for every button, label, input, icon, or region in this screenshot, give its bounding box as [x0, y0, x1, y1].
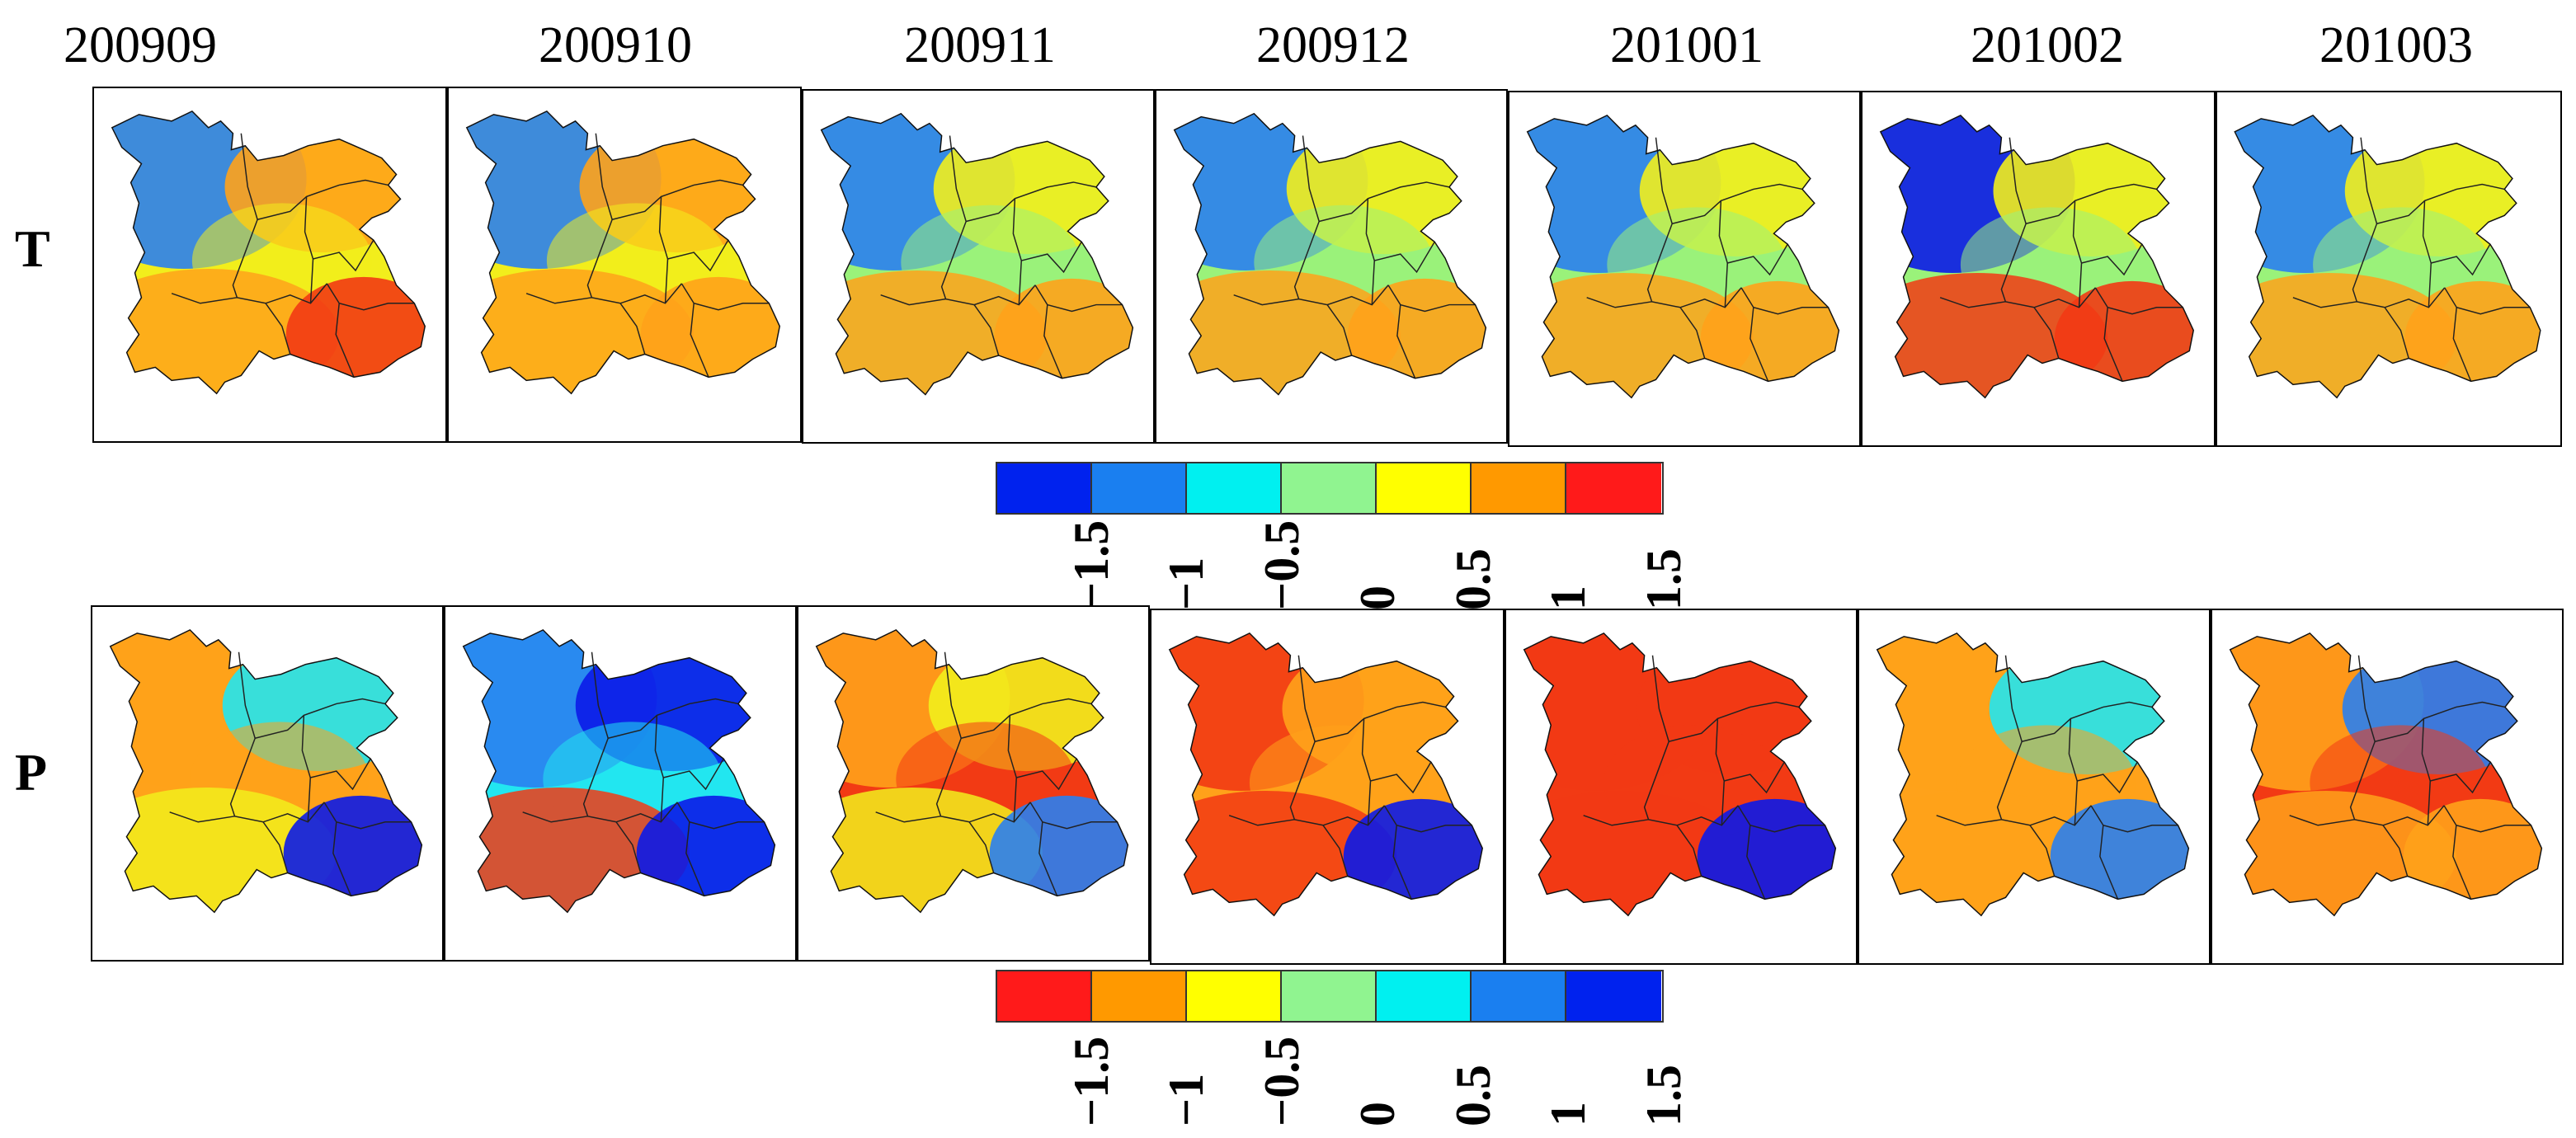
column-label-5: 201001 [1610, 17, 1764, 73]
column-label-4: 200912 [1256, 17, 1410, 73]
colorbar-swatch [1282, 971, 1377, 1021]
region-map [815, 628, 1129, 914]
colorbar-tick-label: 1 [1541, 1102, 1596, 1126]
region-map [1168, 632, 1484, 917]
map-p-201002 [1858, 609, 2211, 965]
colorbar-tick-label: 1.5 [1636, 1065, 1691, 1126]
colorbar-tick-label: −0.5 [1255, 520, 1310, 610]
column-label-6: 201002 [1971, 17, 2124, 73]
colorbar-swatch [1377, 971, 1472, 1021]
colorbar-swatch [1377, 463, 1472, 513]
region-map [1173, 112, 1487, 396]
column-label-7: 201003 [2319, 17, 2473, 73]
colorbar-tick-label: 0 [1349, 1102, 1405, 1126]
colorbar-swatch [1187, 463, 1282, 513]
map-t-200909 [92, 87, 447, 443]
colorbar-tick-label: −1 [1159, 557, 1214, 610]
region-map [820, 112, 1134, 396]
map-p-200910 [444, 605, 797, 962]
colorbar-p [996, 970, 1664, 1023]
colorbar-tick-label: 0.5 [1445, 548, 1500, 610]
region-map [1879, 114, 2195, 399]
colorbar-tick-label: 1 [1541, 585, 1596, 610]
region-map [111, 110, 426, 395]
map-t-201002 [1861, 91, 2216, 447]
region-map [1876, 632, 2190, 917]
colorbar-swatch [1472, 463, 1566, 513]
colorbar-swatch [1472, 971, 1566, 1021]
region-map [109, 628, 423, 914]
region-map [2229, 632, 2543, 917]
map-t-200911 [802, 89, 1155, 444]
region-map [465, 110, 781, 395]
region-map [462, 628, 776, 914]
map-p-200909 [91, 605, 444, 962]
colorbar-tick-label: −1.5 [1063, 520, 1118, 610]
colorbar-tick-label: −1.5 [1063, 1036, 1118, 1126]
map-t-200912 [1155, 89, 1508, 444]
colorbar-swatch [1282, 463, 1377, 513]
map-t-200910 [447, 87, 802, 443]
colorbar-tick-label: 1.5 [1636, 548, 1691, 610]
colorbar-t [996, 462, 1664, 515]
colorbar-swatch [1092, 463, 1187, 513]
colorbar-swatch [1187, 971, 1282, 1021]
colorbar-swatch [997, 971, 1092, 1021]
colorbar-tick-label: 0 [1349, 585, 1405, 610]
region-map [1523, 632, 1837, 917]
map-t-201001 [1508, 91, 1861, 447]
map-t-201003 [2216, 91, 2562, 447]
map-p-200911 [797, 605, 1150, 962]
column-label-3: 200911 [904, 17, 1056, 73]
map-p-201001 [1505, 609, 1858, 965]
map-p-200912 [1150, 609, 1505, 965]
colorbar-tick-label: −0.5 [1255, 1036, 1310, 1126]
map-p-201003 [2211, 609, 2564, 965]
region-map [2234, 114, 2541, 399]
colorbar-tick-label: −1 [1159, 1073, 1214, 1126]
colorbar-swatch [997, 463, 1092, 513]
region-map [1526, 114, 1840, 399]
row-label-temperature: T [15, 219, 50, 278]
colorbar-swatch [1566, 463, 1661, 513]
colorbar-swatch [1566, 971, 1661, 1021]
column-label-1: 200909 [64, 17, 217, 73]
colorbar-swatch [1092, 971, 1187, 1021]
row-label-precipitation: P [15, 743, 48, 802]
colorbar-tick-label: 0.5 [1445, 1065, 1500, 1126]
column-label-2: 200910 [539, 17, 692, 73]
